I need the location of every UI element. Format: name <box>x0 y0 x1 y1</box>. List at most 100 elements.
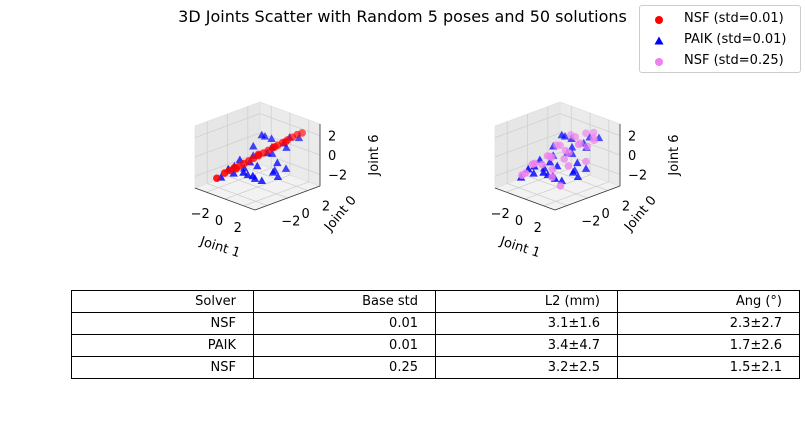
x-tick-label: 0 <box>515 214 523 229</box>
data-point-triangle <box>539 168 548 176</box>
x-tick-label: 2 <box>534 221 542 236</box>
legend-label: NSF (std=0.01) <box>684 11 784 26</box>
grid-line <box>494 132 561 158</box>
x-tick-label: −2 <box>491 207 510 222</box>
y-axis-line <box>254 185 321 211</box>
z-tick-label: −2 <box>328 168 347 183</box>
data-point-triangle <box>282 143 291 151</box>
legend-marker-circle <box>655 16 663 24</box>
table-cell: PAIK <box>71 334 254 357</box>
data-point-triangle <box>240 163 249 172</box>
y-tick-label: −2 <box>581 215 600 230</box>
data-point-triangle <box>229 169 238 177</box>
data-point-circle <box>213 174 221 183</box>
grid-line <box>243 181 309 207</box>
y-tick-label: 2 <box>322 200 330 215</box>
data-point-circle <box>589 134 598 142</box>
table-cell: 1.5±2.1 <box>617 356 800 379</box>
data-point-circle <box>582 157 590 166</box>
legend-label: PAIK (std=0.01) <box>684 32 787 47</box>
data-point-triangle <box>267 134 276 142</box>
y-tick-label: 0 <box>302 207 310 222</box>
data-point-triangle <box>239 168 248 176</box>
data-point-circle <box>583 142 592 151</box>
table-cell: 0.25 <box>253 356 436 379</box>
data-point-circle <box>298 129 306 137</box>
data-point-circle <box>548 165 557 174</box>
x-axis-line <box>494 187 556 211</box>
legend-marker-circle <box>655 58 663 66</box>
data-point-triangle <box>540 163 549 172</box>
data-point-circle <box>560 155 569 163</box>
data-point-triangle <box>568 168 578 176</box>
table-cell: 2.3±2.7 <box>617 312 800 335</box>
data-point-circle <box>582 129 590 137</box>
legend-entry-paik-001: PAIK (std=0.01) <box>640 32 800 50</box>
y-tick-label: 2 <box>622 200 630 215</box>
table-header-cell: Base std <box>253 290 436 313</box>
data-point-circle <box>232 164 241 173</box>
table-cell: NSF <box>71 312 254 335</box>
results-table: Solver Base std L2 (mm) Ang (°) NSF 0.01… <box>71 290 800 379</box>
table-cell: 3.1±1.6 <box>435 312 618 335</box>
table-row: NSF 0.25 3.2±2.5 1.5±2.1 <box>71 356 800 379</box>
data-point-circle <box>574 140 583 149</box>
data-point-triangle <box>567 142 577 151</box>
data-point-triangle <box>273 158 282 167</box>
data-point-circle <box>565 149 573 157</box>
data-point-triangle <box>250 174 260 182</box>
y-axis-line <box>554 185 621 211</box>
data-point-circle <box>564 162 573 170</box>
data-point-circle <box>254 150 263 159</box>
chart-title: 3D Joints Scatter with Random 5 poses an… <box>178 7 627 26</box>
data-point-triangle <box>529 169 538 177</box>
data-point-triangle <box>281 164 291 172</box>
data-point-circle <box>521 169 530 177</box>
legend: NSF (std=0.01) PAIK (std=0.01) NSF (std=… <box>639 5 801 73</box>
data-point-circle <box>528 160 537 168</box>
x-axis-label: Joint 1 <box>497 234 542 261</box>
y-tick-label: −2 <box>281 215 300 230</box>
x-tick-label: 0 <box>215 214 223 229</box>
table-header-row: Solver Base std L2 (mm) Ang (°) <box>71 290 800 313</box>
table-row: PAIK 0.01 3.4±4.7 1.7±2.6 <box>71 334 800 357</box>
legend-entry-nsf-001: NSF (std=0.01) <box>640 11 800 29</box>
data-point-circle <box>571 133 580 141</box>
data-point-triangle <box>243 170 253 179</box>
data-point-triangle <box>545 157 555 166</box>
z-tick-label: 2 <box>628 130 636 145</box>
data-point-triangle <box>581 164 591 172</box>
x-tick-label: −2 <box>191 207 210 222</box>
legend-marker-triangle <box>654 36 664 45</box>
table-header-cell: Solver <box>71 290 254 313</box>
grid-line <box>494 113 561 139</box>
grid-line <box>559 113 621 137</box>
data-point-circle <box>538 160 546 169</box>
data-point-circle <box>556 182 565 190</box>
table-cell: 0.01 <box>253 312 436 335</box>
data-point-circle <box>552 141 561 150</box>
x-axis-line <box>194 187 256 211</box>
z-axis-label: Joint 6 <box>367 134 382 176</box>
z-tick-label: 0 <box>628 149 636 164</box>
data-point-triangle <box>253 161 262 170</box>
table-header-cell: Ang (°) <box>617 290 800 313</box>
grid-line <box>259 113 321 137</box>
table-cell: 3.4±4.7 <box>435 334 618 357</box>
legend-label: NSF (std=0.25) <box>684 53 784 68</box>
grid-line <box>194 132 261 158</box>
data-point-triangle <box>557 130 566 139</box>
data-point-triangle <box>573 172 583 180</box>
data-point-triangle <box>257 130 266 139</box>
grid-line <box>194 113 261 139</box>
data-point-circle <box>589 128 598 137</box>
data-point-circle <box>548 173 556 182</box>
table-row: NSF 0.01 3.1±1.6 2.3±2.7 <box>71 312 800 335</box>
z-tick-label: 2 <box>328 130 336 145</box>
table-cell: 0.01 <box>253 334 436 357</box>
x-tick-label: 2 <box>234 221 242 236</box>
data-point-triangle <box>273 172 283 180</box>
grid-line <box>227 175 288 199</box>
